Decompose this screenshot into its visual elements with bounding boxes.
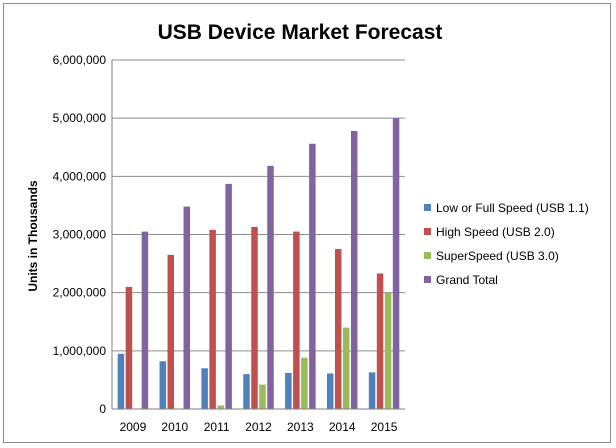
legend-swatch xyxy=(424,276,431,283)
y-tick-label: 0 xyxy=(99,402,106,416)
legend-label: Grand Total xyxy=(436,273,498,287)
x-tick-label: 2015 xyxy=(371,420,398,434)
bar xyxy=(209,229,216,409)
bar xyxy=(167,254,175,409)
y-tick-labels: 0 1,000,000 2,000,000 3,000,000 4,000,000 5,0… xyxy=(53,53,107,416)
bar xyxy=(217,405,224,409)
y-tick-label: 3,000,000 xyxy=(53,228,107,242)
bar xyxy=(251,226,258,409)
bar xyxy=(117,353,125,409)
legend-swatch xyxy=(424,228,431,235)
y-axis-title: Units in Thousands xyxy=(26,180,40,292)
x-tick-label: 2012 xyxy=(245,420,272,434)
y-tick-label: 2,000,000 xyxy=(53,286,107,300)
bar xyxy=(309,143,316,409)
y-tick-label: 6,000,000 xyxy=(53,53,107,67)
bar xyxy=(201,368,208,409)
legend-swatch xyxy=(424,204,431,211)
bar xyxy=(376,273,384,409)
x-tick-label: 2009 xyxy=(120,420,147,434)
bar xyxy=(384,292,392,409)
y-tick-label: 1,000,000 xyxy=(53,344,107,358)
bar xyxy=(350,130,358,410)
chart-title: USB Device Market Forecast xyxy=(158,21,443,44)
bar xyxy=(342,327,350,409)
legend-swatch xyxy=(424,252,431,259)
y-tick-label: 4,000,000 xyxy=(53,169,107,183)
bar xyxy=(334,249,342,409)
y-tick-label: 5,000,000 xyxy=(53,111,107,125)
bar xyxy=(301,357,308,409)
x-tick-labels: 2009 2010 2011 2012 2013 2014 2015 xyxy=(120,420,398,434)
bar xyxy=(326,373,334,409)
bar xyxy=(293,231,300,409)
x-tick-label: 2013 xyxy=(287,420,314,434)
legend-label: High Speed (USB 2.0) xyxy=(436,225,555,239)
x-tick-label: 2014 xyxy=(329,420,356,434)
bar xyxy=(183,206,191,409)
legend: Low or Full Speed (USB 1.1) High Speed (U… xyxy=(424,201,589,287)
bar xyxy=(243,374,250,409)
bar xyxy=(259,384,266,409)
x-tick-label: 2011 xyxy=(204,420,230,434)
bar xyxy=(225,183,232,409)
legend-label: SuperSpeed (USB 3.0) xyxy=(436,249,559,263)
gridlines xyxy=(112,59,405,352)
bar xyxy=(392,118,400,410)
x-tick-label: 2010 xyxy=(161,420,188,434)
bar xyxy=(125,286,133,409)
bar xyxy=(141,231,149,409)
bar xyxy=(285,372,292,409)
bar xyxy=(368,372,376,409)
bars xyxy=(117,118,400,410)
bar xyxy=(159,361,167,409)
axes xyxy=(111,60,405,410)
bar xyxy=(267,165,274,409)
legend-label: Low or Full Speed (USB 1.1) xyxy=(436,201,589,215)
